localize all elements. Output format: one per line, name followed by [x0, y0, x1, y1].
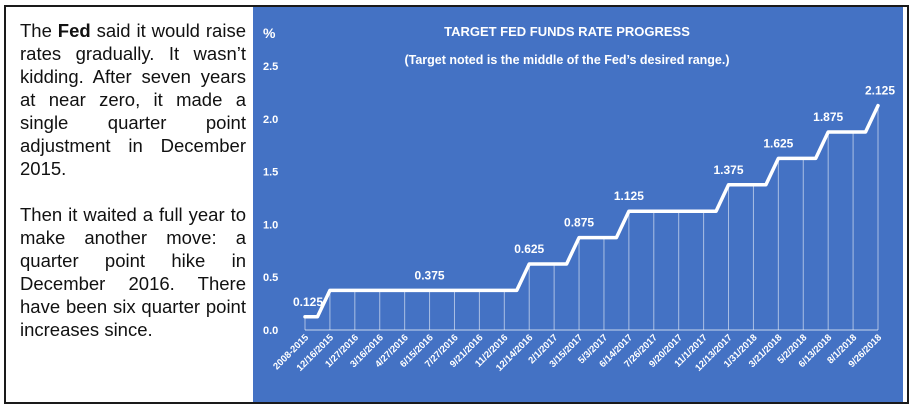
narrative-p1-post: said it would raise rates gradually. It …: [20, 20, 246, 179]
chart-subtitle: (Target noted is the middle of the Fed’s…: [404, 53, 729, 67]
narrative-p1-pre: The: [20, 20, 58, 41]
y-tick-label: 2.5: [263, 61, 278, 73]
narrative-text: The Fed said it would raise rates gradua…: [12, 11, 250, 402]
data-label: 2.125: [865, 84, 895, 98]
series-layer: [303, 103, 880, 319]
data-label: 1.875: [813, 110, 843, 124]
y-tick-label: 1.0: [263, 219, 278, 231]
rate-series-line: [303, 103, 880, 319]
data-label: 1.375: [714, 163, 744, 177]
data-label: 0.875: [564, 216, 594, 230]
data-label: 0.625: [514, 242, 544, 256]
data-label-layer: 0.125 0.375 0.625 0.875 1.125 1.375 1.625 1.875…: [293, 84, 895, 309]
y-tick-label: 0.5: [263, 272, 278, 284]
rate-chart: 0.00.51.01.52.02.52008-201512/16/20151/2…: [263, 24, 895, 374]
data-label: 1.625: [763, 136, 793, 150]
data-label: 0.375: [415, 268, 445, 282]
y-tick-label: 0.0: [263, 325, 278, 337]
narrative-p1-bold: Fed: [57, 20, 91, 41]
y-axis-label: %: [263, 25, 276, 41]
y-tick-label: 1.5: [263, 167, 278, 179]
chart-title: TARGET FED FUNDS RATE PROGRESS: [444, 24, 690, 39]
narrative-paragraph-1: The Fed said it would raise rates gradua…: [20, 19, 246, 180]
chart-panel: 0.0 0.5 1.0 1.5 2.0 2.5 2008-2015 12/16/2015 1/2…: [253, 7, 903, 402]
y-tick-label: 2.0: [263, 114, 278, 126]
drop-line-layer: [304, 105, 879, 330]
data-label: 0.125: [293, 295, 323, 309]
narrative-paragraph-2: Then it waited a full year to make anoth…: [20, 204, 246, 340]
data-label: 1.125: [614, 189, 644, 203]
